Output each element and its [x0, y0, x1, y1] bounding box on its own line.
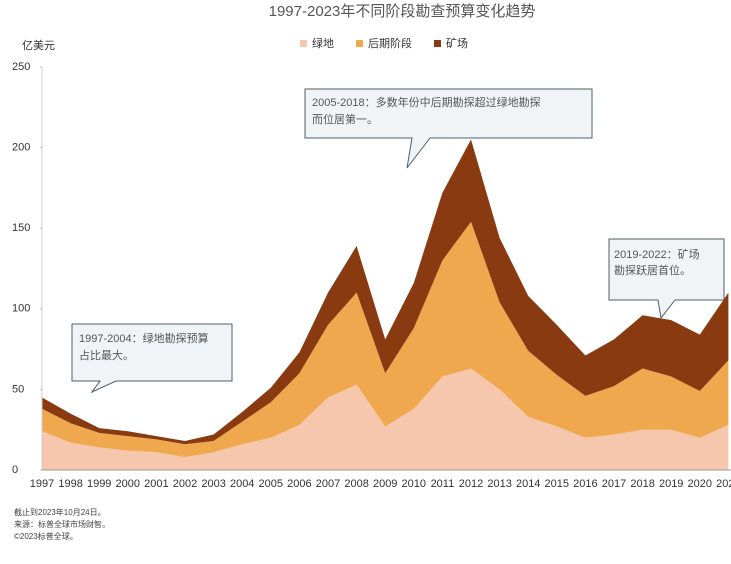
- legend-label: 后期阶段: [368, 36, 412, 50]
- annotation: 勘探跃居首位。: [614, 263, 691, 277]
- x-tick-label: 2016: [573, 478, 597, 490]
- area: [42, 221, 729, 458]
- annotation: 占比最大。: [79, 348, 134, 362]
- y-tick-label: 250: [12, 61, 30, 73]
- area: [42, 139, 729, 445]
- x-tick-label: 2012: [459, 478, 483, 490]
- x-tick-label: 2013: [487, 478, 511, 490]
- x-tick-label: 2011: [431, 478, 455, 490]
- x-tick-label: 2021: [716, 478, 731, 490]
- x-tick-label: 2004: [230, 478, 254, 490]
- x-tick-label: 2020: [688, 478, 712, 490]
- x-tick-label: 2019: [659, 478, 683, 490]
- x-tick-label: 2018: [630, 478, 654, 490]
- x-tick-label: 1999: [87, 478, 111, 490]
- y-axis-label: 亿美元: [22, 39, 55, 52]
- x-tick-label: 2001: [144, 478, 168, 490]
- x-tick-label: 2017: [602, 478, 626, 490]
- callout-box: [304, 88, 593, 169]
- y-tick-label: 150: [12, 222, 30, 234]
- legend-swatch: [356, 40, 363, 47]
- x-tick-label: 2008: [344, 478, 368, 490]
- chart-title: 1997-2023年不同阶段勘查预算变化趋势: [269, 2, 536, 20]
- x-tick-label: 2009: [373, 478, 397, 490]
- area: [42, 368, 729, 470]
- footnote: 来源：标普全球市场财智。: [14, 519, 110, 529]
- callout-box: [608, 238, 725, 320]
- x-tick-label: 2002: [173, 478, 197, 490]
- x-tick-label: 2003: [201, 478, 225, 490]
- x-tick-label: 2005: [259, 478, 283, 490]
- x-tick-label: 2014: [516, 478, 540, 490]
- x-tick-label: 2006: [287, 478, 311, 490]
- footnote: 截止到2023年10月24日。: [14, 507, 106, 517]
- y-tick-label: 100: [12, 303, 30, 315]
- annotation: 而位居第一。: [312, 112, 378, 126]
- x-tick-label: 2015: [545, 478, 569, 490]
- x-tick-label: 1997: [30, 478, 54, 490]
- legend-label: 绿地: [312, 36, 334, 50]
- annotation: 1997-2004：绿地勘探预算: [79, 331, 209, 345]
- y-tick-label: 0: [12, 464, 18, 476]
- legend-swatch: [434, 40, 441, 47]
- legend-swatch: [300, 40, 307, 47]
- y-tick-label: 50: [12, 383, 24, 395]
- y-tick-label: 200: [12, 142, 30, 154]
- footnote: ©2023标普全球。: [14, 531, 78, 541]
- annotation: 2019-2022：矿场: [614, 247, 700, 261]
- legend-label: 矿场: [446, 36, 468, 50]
- callout-box: [71, 323, 233, 394]
- x-tick-label: 2000: [116, 478, 140, 490]
- x-tick-label: 2010: [402, 478, 426, 490]
- annotation: 2005-2018：多数年份中后期勘探超过绿地勘探: [312, 95, 541, 109]
- x-tick-label: 1998: [58, 478, 82, 490]
- x-tick-label: 2007: [316, 478, 340, 490]
